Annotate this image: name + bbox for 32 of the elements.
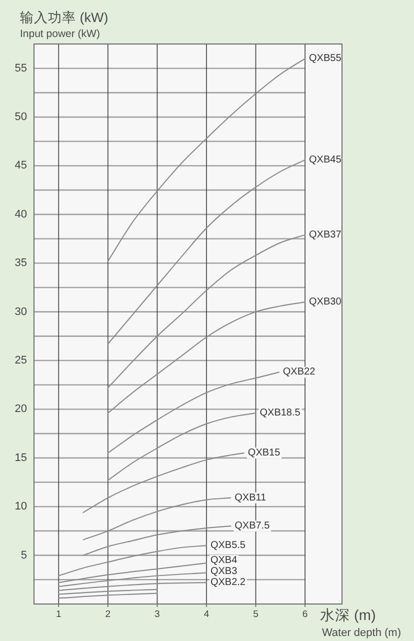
x-tick-label: 4 bbox=[204, 609, 210, 620]
y-tick-label: 5 bbox=[20, 549, 27, 562]
series-label: QXB4 bbox=[210, 555, 238, 566]
x-tick-label: 6 bbox=[302, 609, 308, 620]
x-tick-label: 2 bbox=[105, 609, 111, 620]
y-axis-title: 输入功率 (kW) Input power (kW) bbox=[20, 10, 108, 40]
y-tick-label: 35 bbox=[14, 257, 27, 270]
series-label: QXB18.5 bbox=[260, 408, 301, 419]
series-label: QXB45 bbox=[309, 154, 342, 166]
series-label: QXB11 bbox=[234, 492, 267, 504]
x-tick-label: 3 bbox=[154, 609, 160, 620]
y-tick-label: 55 bbox=[14, 62, 27, 74]
y-tick-label: 40 bbox=[14, 208, 27, 220]
series-label: QXB37 bbox=[309, 229, 342, 240]
series-label: QXB7.5 bbox=[234, 520, 270, 532]
y-tick-label: 30 bbox=[14, 306, 27, 318]
series-label: QXB15 bbox=[248, 448, 281, 459]
x-axis-title: 水深 (m) Water depth (m) bbox=[320, 607, 401, 639]
y-tick-label: 10 bbox=[14, 500, 27, 513]
y-tick-label: 25 bbox=[14, 354, 27, 367]
series-label: QXB55 bbox=[309, 53, 342, 64]
series-label: QXB30 bbox=[309, 296, 342, 308]
x-tick-label: 1 bbox=[56, 609, 62, 620]
y-tick-label: 15 bbox=[14, 452, 27, 464]
x-tick-label: 5 bbox=[253, 609, 258, 620]
series-label: QXB5.5 bbox=[210, 540, 246, 552]
y-tick-label: 45 bbox=[14, 160, 27, 172]
y-tick-label: 20 bbox=[14, 403, 27, 416]
series-label: QXB3 bbox=[210, 566, 238, 578]
series-label: QXB22 bbox=[282, 366, 316, 378]
y-tick-label: 50 bbox=[14, 111, 27, 124]
series-label: QXB2.2 bbox=[210, 577, 246, 588]
